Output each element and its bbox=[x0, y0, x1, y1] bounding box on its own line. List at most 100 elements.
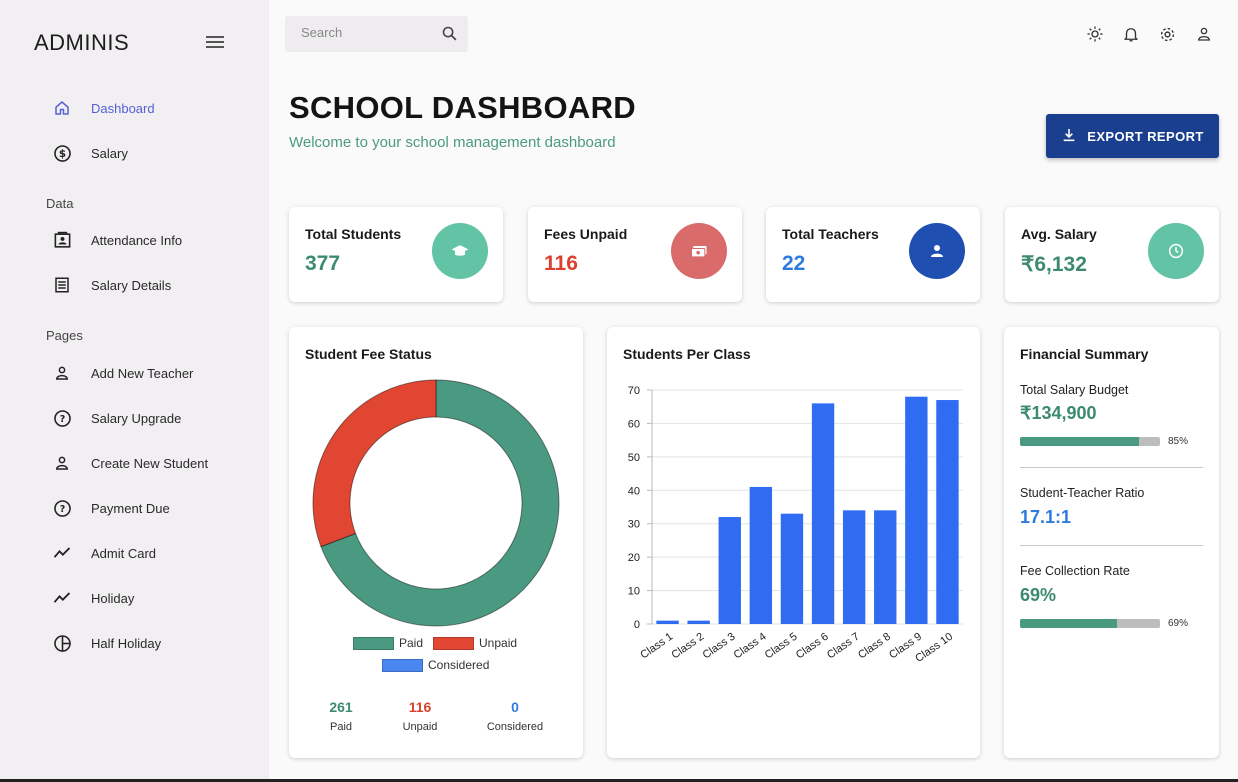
sidebar-item-label: Salary Upgrade bbox=[91, 410, 182, 426]
help-circle-icon: ? bbox=[52, 498, 72, 518]
x-tick-label: Class 2 bbox=[669, 631, 706, 662]
sidebar-item-add-new-teacher[interactable]: Add New Teacher bbox=[52, 361, 193, 385]
sidebar-item-label: Half Holiday bbox=[91, 635, 162, 651]
legend-item-paid[interactable]: Paid bbox=[353, 636, 423, 650]
search-bar bbox=[285, 16, 468, 52]
search-input[interactable] bbox=[301, 25, 441, 40]
sun-icon[interactable] bbox=[1085, 24, 1105, 44]
bar-class-9[interactable] bbox=[905, 396, 928, 624]
sidebar-item-label: Payment Due bbox=[91, 500, 170, 516]
sidebar-item-holiday[interactable]: Holiday bbox=[52, 586, 134, 610]
sidebar-item-salary-upgrade[interactable]: ? Salary Upgrade bbox=[52, 406, 181, 430]
gear-icon[interactable] bbox=[1157, 24, 1177, 44]
sidebar-item-salary-details[interactable]: Salary Details bbox=[52, 273, 171, 297]
brand-logo: ADMINIS bbox=[34, 30, 130, 55]
stat-card-fees-unpaid: Fees Unpaid 116 bbox=[528, 207, 742, 302]
fee-collection-value: 69% bbox=[1020, 585, 1057, 605]
bar-class-4[interactable] bbox=[749, 486, 773, 624]
donut-slice-unpaid[interactable] bbox=[312, 379, 437, 548]
panel-title: Student Fee Status bbox=[305, 346, 432, 362]
clock-icon bbox=[1148, 223, 1204, 279]
fee-stat-value: 261 bbox=[329, 699, 353, 715]
donut-slice-paid[interactable] bbox=[320, 379, 560, 627]
hamburger-menu-icon[interactable] bbox=[206, 36, 224, 50]
fee-stat-unpaid: 116 Unpaid bbox=[375, 699, 465, 733]
y-tick-label: 30 bbox=[628, 519, 640, 531]
section-label-pages: Pages bbox=[46, 328, 83, 343]
fee-stat-label: Unpaid bbox=[402, 721, 438, 733]
bar-class-3[interactable] bbox=[718, 517, 741, 624]
panel-title: Financial Summary bbox=[1020, 346, 1149, 362]
x-tick-label: Class 1 bbox=[638, 631, 675, 662]
y-tick-label: 0 bbox=[634, 619, 640, 631]
stat-card-total-teachers: Total Teachers 22 bbox=[766, 207, 980, 302]
salary-budget-value: ₹134,900 bbox=[1020, 403, 1097, 423]
x-tick-label: Class 8 bbox=[856, 631, 893, 662]
sidebar-item-label: Salary bbox=[91, 145, 128, 161]
fee-stat-paid: 261 Paid bbox=[296, 699, 386, 733]
search-icon[interactable] bbox=[441, 25, 458, 47]
export-report-button[interactable]: EXPORT REPORT bbox=[1046, 114, 1219, 158]
person-icon bbox=[52, 453, 72, 473]
fee-stat-value: 116 bbox=[408, 699, 432, 715]
sidebar-item-payment-due[interactable]: ? Payment Due bbox=[52, 496, 170, 520]
receipt-icon bbox=[52, 275, 72, 295]
page-title: SCHOOL DASHBOARD bbox=[289, 90, 636, 125]
svg-text:$: $ bbox=[58, 148, 65, 160]
financial-summary-panel: Financial Summary Total Salary Budget ₹1… bbox=[1004, 327, 1219, 758]
bar-class-6[interactable] bbox=[811, 403, 835, 624]
legend-label: Considered bbox=[428, 658, 490, 672]
export-report-label: EXPORT REPORT bbox=[1087, 128, 1204, 144]
legend-item-considered[interactable]: Considered bbox=[382, 658, 489, 672]
bar-class-7[interactable] bbox=[842, 510, 866, 624]
legend-swatch bbox=[382, 658, 423, 672]
trend-line-icon bbox=[52, 588, 72, 608]
stat-card-avg-salary: Avg. Salary ₹6,132 bbox=[1005, 207, 1219, 302]
svg-text:?: ? bbox=[59, 414, 65, 425]
y-tick-label: 50 bbox=[628, 452, 640, 464]
home-icon bbox=[52, 98, 72, 118]
legend-swatch bbox=[433, 636, 474, 650]
sidebar-item-label: Dashboard bbox=[91, 100, 155, 116]
stat-value: 22 bbox=[782, 252, 806, 275]
fee-stat-considered: 0 Considered bbox=[470, 699, 560, 733]
stat-value: ₹6,132 bbox=[1021, 253, 1087, 276]
divider bbox=[1020, 545, 1203, 546]
legend-item-unpaid[interactable]: Unpaid bbox=[433, 636, 517, 650]
bar-class-2[interactable] bbox=[687, 620, 710, 624]
user-icon[interactable] bbox=[1194, 24, 1214, 44]
sidebar-item-label: Add New Teacher bbox=[91, 365, 194, 381]
sidebar-item-half-holiday[interactable]: Half Holiday bbox=[52, 631, 161, 655]
progress-fill bbox=[1020, 619, 1117, 628]
sidebar-item-create-new-student[interactable]: Create New Student bbox=[52, 451, 208, 475]
sidebar-item-label: Holiday bbox=[91, 590, 135, 606]
sidebar-item-attendance-info[interactable]: Attendance Info bbox=[52, 228, 182, 252]
bar-class-1[interactable] bbox=[656, 620, 679, 624]
bar-class-10[interactable] bbox=[936, 400, 959, 624]
bar-class-5[interactable] bbox=[780, 513, 804, 624]
y-tick-label: 40 bbox=[628, 485, 640, 497]
person-icon bbox=[909, 223, 965, 279]
stat-value: 116 bbox=[544, 252, 578, 275]
trend-line-icon bbox=[52, 543, 72, 563]
sidebar-item-salary[interactable]: $ Salary bbox=[52, 141, 128, 165]
fee-stat-value: 0 bbox=[511, 699, 519, 715]
legend-swatch bbox=[353, 636, 394, 650]
salary-budget-progress bbox=[1020, 437, 1160, 446]
x-tick-label: Class 6 bbox=[794, 631, 831, 662]
sidebar-item-admit-card[interactable]: Admit Card bbox=[52, 541, 156, 565]
legend-label: Paid bbox=[399, 636, 424, 650]
sidebar-item-dashboard[interactable]: Dashboard bbox=[52, 96, 155, 120]
section-label-data: Data bbox=[46, 196, 74, 211]
bell-icon[interactable] bbox=[1121, 24, 1141, 44]
divider bbox=[1020, 467, 1203, 468]
help-circle-icon: ? bbox=[52, 408, 72, 428]
x-tick-label: Class 7 bbox=[825, 631, 862, 662]
x-tick-label: Class 3 bbox=[701, 631, 738, 662]
y-tick-label: 70 bbox=[628, 385, 640, 397]
legend-label: Unpaid bbox=[479, 636, 518, 650]
student-teacher-ratio-label: Student-Teacher Ratio bbox=[1020, 486, 1145, 500]
bar-class-8[interactable] bbox=[874, 510, 897, 624]
dollar-circle-icon: $ bbox=[52, 143, 72, 163]
